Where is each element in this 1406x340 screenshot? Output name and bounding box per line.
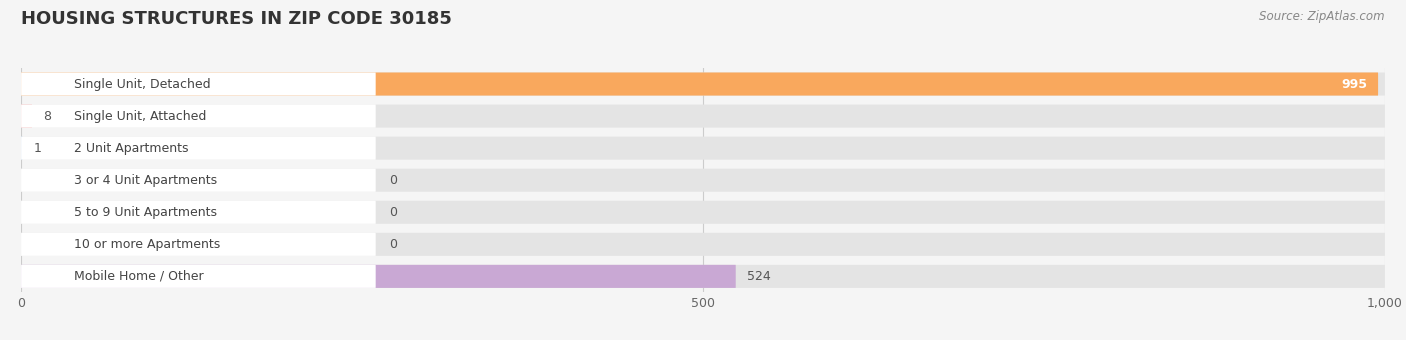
FancyBboxPatch shape [21,137,375,160]
FancyBboxPatch shape [21,265,1385,288]
Text: 0: 0 [389,174,398,187]
Text: Source: ZipAtlas.com: Source: ZipAtlas.com [1260,10,1385,23]
FancyBboxPatch shape [21,169,375,192]
Text: 2 Unit Apartments: 2 Unit Apartments [75,142,188,155]
Text: 0: 0 [389,238,398,251]
Text: Mobile Home / Other: Mobile Home / Other [75,270,204,283]
FancyBboxPatch shape [21,233,1385,256]
FancyBboxPatch shape [21,104,32,128]
Text: 5 to 9 Unit Apartments: 5 to 9 Unit Apartments [75,206,218,219]
FancyBboxPatch shape [21,265,375,288]
Text: 10 or more Apartments: 10 or more Apartments [75,238,221,251]
FancyBboxPatch shape [21,233,375,256]
Text: 8: 8 [44,109,51,123]
Text: HOUSING STRUCTURES IN ZIP CODE 30185: HOUSING STRUCTURES IN ZIP CODE 30185 [21,10,451,28]
FancyBboxPatch shape [21,104,375,128]
FancyBboxPatch shape [21,201,1385,224]
Text: 524: 524 [747,270,770,283]
FancyBboxPatch shape [21,72,375,96]
Text: 1: 1 [34,142,41,155]
FancyBboxPatch shape [21,72,1378,96]
FancyBboxPatch shape [21,104,1385,128]
FancyBboxPatch shape [21,169,1385,192]
FancyBboxPatch shape [21,201,375,224]
FancyBboxPatch shape [21,72,1385,96]
Text: Single Unit, Detached: Single Unit, Detached [75,78,211,90]
Text: 0: 0 [389,206,398,219]
FancyBboxPatch shape [21,265,735,288]
Text: Single Unit, Attached: Single Unit, Attached [75,109,207,123]
FancyBboxPatch shape [21,137,1385,160]
Text: 995: 995 [1341,78,1367,90]
Text: 3 or 4 Unit Apartments: 3 or 4 Unit Apartments [75,174,218,187]
